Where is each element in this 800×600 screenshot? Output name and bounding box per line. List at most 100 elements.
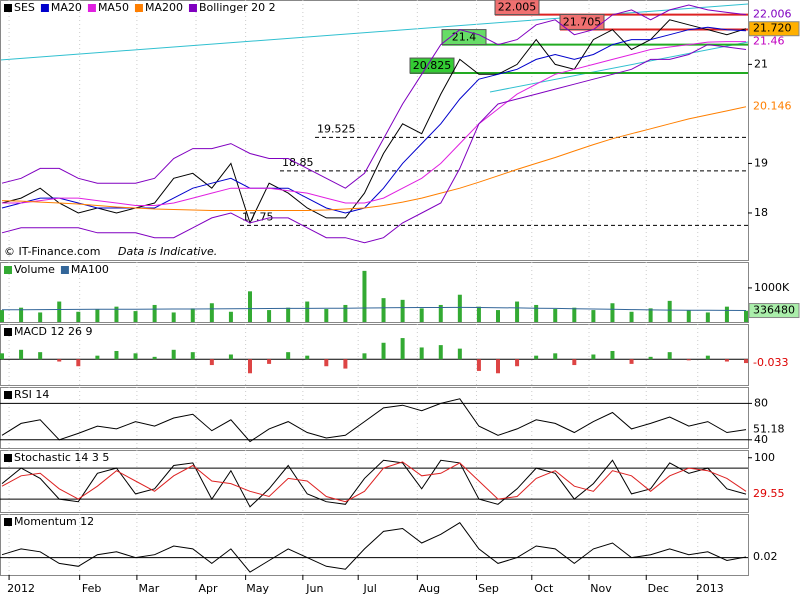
bar	[629, 359, 634, 364]
bar	[0, 353, 4, 360]
bar	[19, 349, 24, 360]
bar	[267, 310, 272, 322]
last-value-label: 336480	[753, 304, 795, 317]
y-tick-label: 80	[754, 396, 768, 409]
legend-label: MA100	[71, 263, 109, 276]
trend-line	[489, 41, 749, 93]
bar	[610, 350, 615, 360]
panel-frame	[0, 450, 749, 513]
bar	[76, 359, 81, 367]
legend-swatch	[4, 391, 12, 399]
x-tick-label: Sep	[478, 582, 499, 595]
legend-swatch	[4, 454, 12, 462]
bar	[19, 307, 24, 322]
bar	[362, 270, 367, 322]
series-line	[1, 19, 747, 225]
bar	[76, 311, 81, 322]
legend-label: MA200	[145, 1, 183, 14]
bar	[400, 299, 405, 322]
last-value-label: 0.02	[753, 550, 778, 563]
bar	[648, 356, 653, 360]
series-line-lower	[1, 44, 747, 244]
bar	[343, 304, 348, 322]
last-value-label: 51.18	[753, 423, 785, 436]
bar	[171, 349, 176, 360]
x-tick-label: Feb	[82, 582, 101, 595]
bar	[248, 359, 252, 374]
bar	[95, 355, 100, 360]
bar	[515, 359, 520, 367]
series-line	[1, 459, 747, 508]
bar	[457, 294, 462, 322]
bar	[534, 304, 539, 322]
last-value-label: 21.720	[753, 22, 792, 35]
y-tick-label: 21	[754, 57, 768, 70]
legend-swatch	[4, 4, 12, 12]
bar	[419, 308, 424, 322]
bar	[286, 307, 291, 322]
bar	[95, 309, 100, 322]
bar	[476, 306, 481, 322]
level-label: 21.705	[563, 15, 602, 28]
series-line	[1, 106, 747, 211]
bar	[114, 306, 119, 322]
bar	[610, 303, 615, 322]
legend-swatch	[60, 266, 69, 274]
bar	[667, 300, 672, 322]
bar	[534, 355, 539, 360]
level-label: 19.525	[317, 122, 356, 135]
bar	[190, 308, 195, 322]
level-label: 22.005	[498, 1, 537, 14]
last-value-label: 20.146	[753, 100, 792, 113]
last-value-label: -0.033	[753, 356, 788, 369]
bar	[553, 309, 558, 322]
y-tick-label: 1000K	[754, 281, 790, 294]
x-tick-label: Nov	[590, 582, 612, 595]
bar	[705, 312, 710, 322]
legend-swatch	[4, 266, 12, 274]
watermark: © IT-Finance.com	[4, 245, 101, 258]
level-label: 17.75	[242, 210, 274, 223]
bar	[572, 359, 577, 366]
bar	[553, 353, 558, 360]
bar	[38, 352, 43, 360]
series-line	[1, 522, 747, 573]
x-tick-label: Oct	[534, 582, 554, 595]
y-tick-label: 40	[754, 433, 768, 446]
panel-frame	[0, 514, 749, 576]
bar	[648, 308, 653, 322]
bar	[591, 310, 596, 322]
last-value-box	[748, 303, 800, 319]
x-tick-label: 2013	[696, 582, 724, 595]
legend-swatch	[40, 4, 49, 12]
bar	[591, 354, 596, 360]
bar	[572, 307, 577, 322]
last-value-box	[748, 21, 800, 37]
y-tick-label: 19	[754, 156, 768, 169]
x-tick-label: Aug	[419, 582, 440, 595]
bar	[324, 359, 329, 367]
note: Data is Indicative.	[118, 245, 217, 258]
bar	[190, 352, 195, 360]
level-label: 18.85	[282, 156, 314, 169]
last-value-label: 22.006	[753, 8, 792, 21]
legend-swatch	[4, 328, 12, 336]
bar	[457, 348, 462, 360]
x-tick-label: May	[246, 582, 269, 595]
series-line	[2, 41, 746, 206]
bar	[286, 352, 291, 360]
bar	[438, 304, 443, 322]
bar	[629, 311, 634, 322]
bar	[38, 312, 43, 322]
bar	[133, 311, 138, 322]
series-line	[1, 398, 747, 443]
bar	[152, 356, 157, 360]
bar	[209, 359, 214, 366]
trend-line	[0, 3, 749, 61]
y-tick-label: 100	[754, 451, 775, 464]
legend-label: Bollinger 20 2	[199, 1, 276, 14]
level-label: 20.825	[413, 59, 452, 72]
y-tick-label: 18	[754, 206, 768, 219]
bar	[57, 301, 62, 322]
